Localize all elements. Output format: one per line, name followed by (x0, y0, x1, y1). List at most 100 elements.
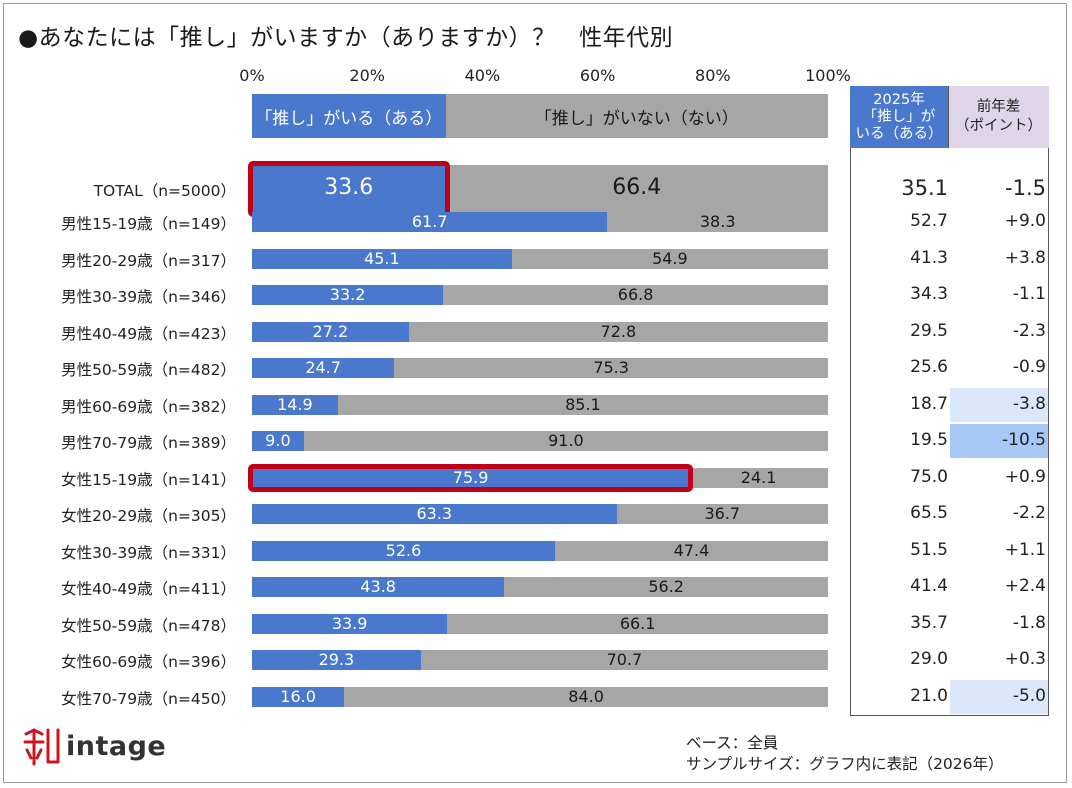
table-diff-value: +3.8 (1004, 247, 1046, 268)
bar-no-oshi-value: 66.1 (619, 613, 656, 633)
table-diff-value: -1.1 (1012, 284, 1046, 305)
bar-no-oshi (554, 540, 828, 561)
table-2025-value: 65.5 (910, 503, 948, 524)
table-2025-value: 35.7 (910, 612, 948, 633)
bar-oshi (252, 467, 690, 488)
bar-no-oshi-value: 75.3 (593, 358, 629, 378)
bar-no-oshi (337, 394, 828, 415)
bar-oshi (252, 686, 345, 707)
intage-mark-icon (23, 728, 60, 766)
table-header-2025-line1: 2025年 (873, 91, 925, 108)
table-2025-value: 75.0 (910, 466, 948, 487)
x-tick-label: 20% (349, 66, 385, 85)
category-label: 男性50-59歳（n=482） (61, 361, 236, 379)
bar-no-oshi-value: 84.0 (568, 686, 604, 706)
sample-note: サンプルサイズ：グラフ内に表記（2026年） (686, 755, 1004, 773)
bar-oshi (252, 613, 448, 634)
bar-oshi-value: 63.3 (416, 504, 453, 524)
bar-no-oshi-value: 47.4 (673, 540, 710, 560)
bar-oshi-value: 9.0 (265, 431, 291, 451)
bar-oshi-value: 75.9 (452, 467, 489, 487)
bar-oshi (252, 394, 338, 415)
table-diff-value: -1.5 (1005, 175, 1046, 200)
bar-oshi-value: 33.9 (331, 613, 368, 633)
x-tick-label: 100% (805, 66, 851, 85)
x-tick-label: 60% (579, 66, 616, 85)
table-header-2025-line3: いる（ある） (855, 125, 943, 142)
category-label: 女性40-49歳（n=411） (61, 580, 236, 598)
category-label: 男性30-39歳（n=346） (61, 288, 236, 306)
table-header-diff: 前年差 （ポイント） (948, 86, 1049, 148)
table-2025-value: 52.7 (910, 211, 948, 232)
bar-no-oshi-value: 56.2 (648, 577, 684, 597)
bar-oshi-value: 45.1 (364, 248, 400, 268)
bar-no-oshi-value: 38.3 (699, 212, 736, 232)
table-diff-value: -10.5 (1002, 430, 1046, 451)
table-2025-value: 35.1 (901, 175, 948, 200)
category-label: 女性20-29歳（n=305） (61, 507, 236, 525)
bar-oshi (252, 212, 608, 232)
category-label: 女性15-19歳（n=141） (61, 470, 236, 489)
intage-logo-text: intage (66, 730, 167, 762)
bar-no-oshi-value: 66.8 (617, 285, 654, 305)
bar-oshi (252, 321, 409, 342)
table-2025-value: 19.5 (910, 430, 948, 451)
bar-no-oshi (616, 504, 828, 524)
table-diff-value: +1.1 (1004, 539, 1046, 560)
intage-logo: intage (22, 724, 166, 768)
bar-oshi (252, 540, 555, 561)
table-diff-value: -2.2 (1012, 503, 1046, 524)
bar-no-oshi-value: 85.1 (565, 394, 601, 414)
bar-oshi (252, 577, 505, 597)
highlight-box (248, 463, 694, 492)
bar-no-oshi (344, 686, 828, 707)
bar-no-oshi-value: 91.0 (548, 431, 584, 451)
bar-no-oshi (504, 577, 828, 597)
category-label: 男性70-79歳（n=389） (61, 434, 236, 452)
bar-oshi (252, 504, 617, 524)
category-label: TOTAL（n=5000） (93, 182, 236, 200)
table-2025-value: 18.7 (910, 393, 948, 414)
diff-highlight-cell (950, 679, 1048, 714)
category-label: 男性20-29歳（n=317） (61, 251, 236, 270)
table-diff-value: +0.3 (1004, 649, 1046, 670)
bar-no-oshi-value: 36.7 (704, 504, 741, 524)
category-label: 女性50-59歳（n=478） (61, 616, 236, 635)
bar-no-oshi (445, 165, 828, 213)
bar-no-oshi (408, 321, 828, 342)
category-label: 女性60-69歳（n=396） (61, 653, 236, 671)
diff-highlight-cell (950, 387, 1048, 422)
bar-oshi (252, 650, 421, 670)
bar-oshi-value: 33.6 (324, 175, 374, 201)
table-diff-value: +2.4 (1004, 576, 1046, 597)
category-label: 男性15-19歳（n=149） (61, 215, 236, 233)
table-header-2025: 2025年 「推し」が いる（ある） (850, 86, 948, 148)
bar-no-oshi (447, 613, 828, 634)
bar-oshi (252, 285, 444, 305)
page-title: ●あなたには「推し」がいますか（ありますか）？ 性年代別 (18, 25, 674, 51)
bar-oshi-value: 61.7 (411, 212, 448, 232)
bar-no-oshi-value: 54.9 (652, 248, 688, 268)
bar-no-oshi (420, 650, 828, 670)
table-diff-value: -0.9 (1012, 357, 1046, 378)
base-note: ベース：全員 (686, 734, 779, 752)
highlight-box (248, 161, 450, 217)
bar-no-oshi (303, 431, 828, 451)
bar-oshi-value: 24.7 (305, 358, 341, 378)
bar-oshi-value: 16.0 (280, 686, 316, 706)
table-diff-value: -3.8 (1012, 393, 1046, 414)
table-2025-value: 29.0 (910, 649, 948, 670)
diff-highlight-cell (950, 424, 1048, 458)
x-tick-label: 40% (464, 66, 501, 85)
table-header-2025-line2: 「推し」が (862, 108, 936, 125)
table-2025-value: 29.5 (910, 320, 948, 341)
bar-oshi-value: 27.2 (312, 321, 349, 341)
bar-oshi (252, 165, 446, 213)
bar-oshi (252, 431, 304, 451)
bar-oshi (252, 358, 395, 378)
bar-oshi-value: 43.8 (360, 577, 396, 597)
bar-oshi-value: 52.6 (385, 540, 422, 560)
table-2025-value: 34.3 (910, 284, 948, 305)
table-diff-value: +0.9 (1004, 466, 1046, 487)
legend-oshi: 「推し」がいる（ある） (252, 94, 446, 138)
